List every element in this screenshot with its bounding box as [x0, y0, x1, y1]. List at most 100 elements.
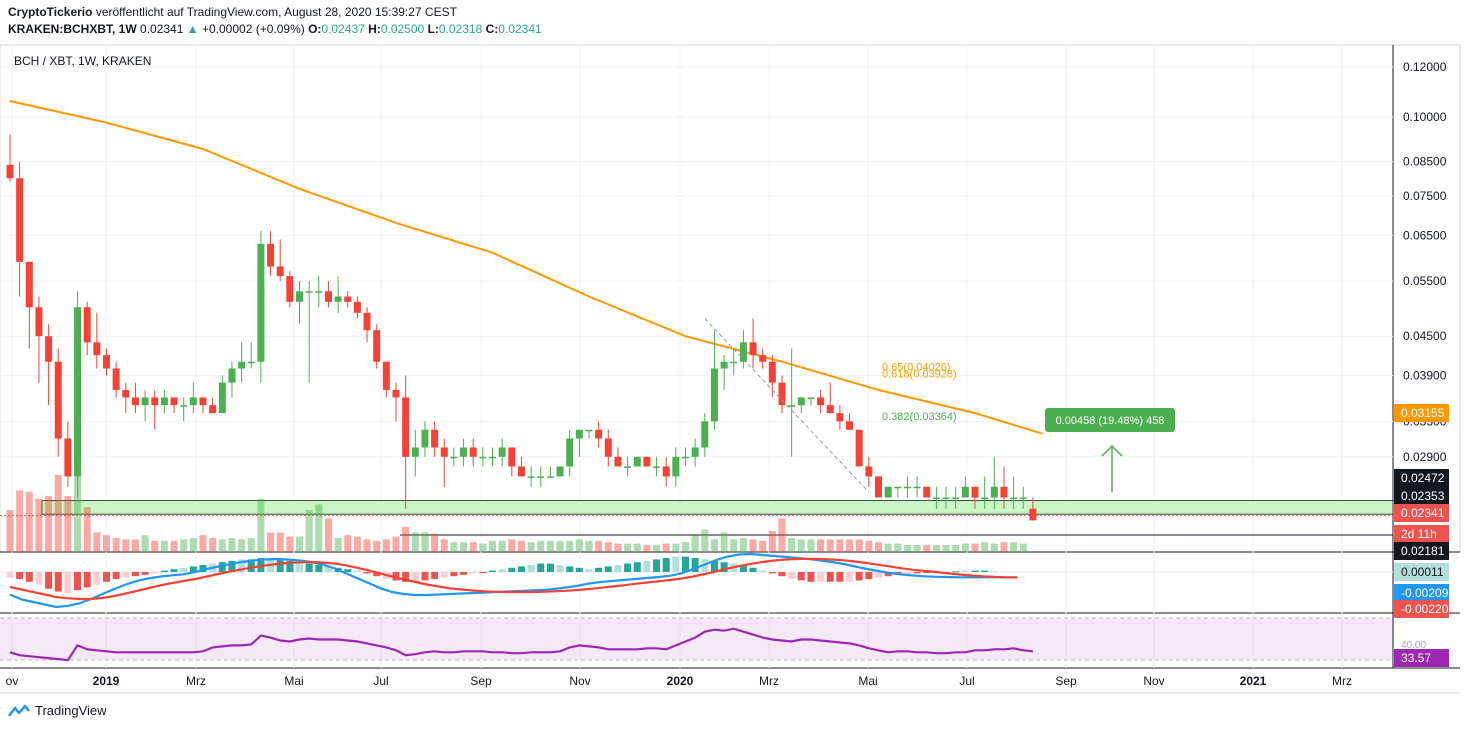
macd-histogram-bar: [556, 565, 564, 572]
candle: [238, 342, 246, 383]
candle: [83, 301, 91, 356]
volume-bar: [305, 510, 313, 552]
candle-body: [460, 447, 468, 457]
candle: [6, 133, 14, 182]
rsi-level-label: 40.00: [1401, 640, 1426, 651]
volume-bar: [730, 539, 738, 552]
chart-title: BCH / XBT, 1W, KRAKEN: [14, 54, 151, 68]
candle: [672, 447, 680, 487]
volume-bar: [421, 532, 429, 552]
candle-body: [604, 438, 612, 457]
macd-histogram-bar: [566, 566, 574, 572]
candle: [35, 296, 43, 383]
volume-bar: [209, 538, 217, 552]
price-axis-badge: [1394, 487, 1449, 505]
measure-arrowhead-icon: [1101, 444, 1123, 457]
macd-histogram-bar: [643, 560, 651, 572]
candle-body: [25, 261, 33, 308]
candle-body: [247, 361, 255, 364]
macd-histogram-bar: [324, 566, 332, 572]
volume-bar: [218, 539, 226, 552]
volume-bar: [672, 543, 680, 552]
candle-body: [682, 456, 689, 459]
candle: [739, 330, 747, 369]
candle: [141, 389, 149, 422]
macd-histogram-bar: [952, 571, 960, 573]
candle: [324, 281, 332, 308]
macd-histogram-bar: [64, 572, 72, 593]
price-pane: [0, 44, 1461, 553]
macd-histogram-bar: [826, 572, 834, 582]
fib-level-label: 0.618(0.03928): [882, 369, 957, 381]
candle: [566, 429, 574, 477]
candle: [112, 361, 120, 398]
candle: [1000, 466, 1008, 509]
macd-histogram-bar: [151, 572, 159, 574]
time-tick-label: 2021: [1240, 674, 1267, 688]
volume-bar: [585, 540, 593, 552]
candle: [865, 456, 873, 487]
macd-histogram-bar: [112, 572, 120, 579]
macd-histogram-bar: [402, 572, 410, 582]
candle-body: [739, 342, 747, 362]
macd-histogram-bar: [971, 570, 979, 572]
candle: [990, 456, 998, 509]
volume-bar: [807, 539, 815, 552]
candle: [894, 486, 902, 498]
volume-bar: [653, 545, 661, 552]
candle-body: [151, 397, 159, 406]
volume-bar: [759, 540, 767, 552]
volume-bar: [836, 539, 844, 552]
volume-bar: [1010, 542, 1018, 552]
volume-bar: [508, 539, 516, 552]
candle-body: [614, 456, 622, 467]
volume-bar: [846, 539, 854, 552]
time-tick-label: Jul: [959, 674, 974, 688]
volume-bar: [826, 539, 834, 552]
volume-bar: [961, 543, 969, 552]
candle: [508, 447, 516, 477]
brand-name[interactable]: TradingView: [35, 703, 107, 718]
volume-bar: [353, 536, 361, 552]
candle: [93, 312, 101, 369]
macd-histogram-bar: [170, 569, 178, 572]
candle: [411, 429, 419, 477]
macd-histogram-bar: [768, 572, 776, 574]
volume-bar: [624, 543, 632, 552]
candle-body: [450, 456, 458, 459]
volume-bar: [894, 543, 902, 552]
volume-bar: [556, 540, 564, 552]
macd-axis-badge-label: -0.00209: [1401, 586, 1449, 600]
candle: [633, 456, 641, 467]
candle-body: [131, 397, 139, 406]
tradingview-logo-icon[interactable]: [8, 704, 30, 718]
macd-histogram-bar: [93, 572, 101, 585]
candle: [353, 296, 361, 319]
candle-body: [373, 330, 381, 362]
candle-body: [1029, 508, 1037, 521]
candle-body: [653, 466, 661, 468]
candle-body: [990, 486, 998, 498]
candle: [932, 486, 940, 509]
candle: [778, 375, 786, 414]
candle: [701, 413, 709, 457]
price-tick-label: 0.06500: [1403, 228, 1447, 242]
candle: [903, 476, 911, 498]
candle-body: [981, 497, 989, 500]
volume-bar: [720, 532, 728, 552]
price-tick-label: 0.05500: [1403, 274, 1447, 288]
candle-body: [267, 243, 275, 267]
candle: [469, 438, 477, 467]
candle-body: [431, 429, 439, 448]
candle-body: [170, 397, 178, 406]
author-name[interactable]: CryptoTickerio: [8, 5, 93, 19]
volume-bar: [16, 490, 24, 552]
volume-bar: [151, 540, 159, 552]
macd-histogram-bar: [653, 559, 661, 572]
candle-body: [865, 466, 873, 477]
candle: [363, 307, 371, 343]
macd-histogram-bar: [846, 572, 854, 582]
price-tick-label: 0.02900: [1403, 450, 1447, 464]
candle-body: [421, 429, 429, 448]
